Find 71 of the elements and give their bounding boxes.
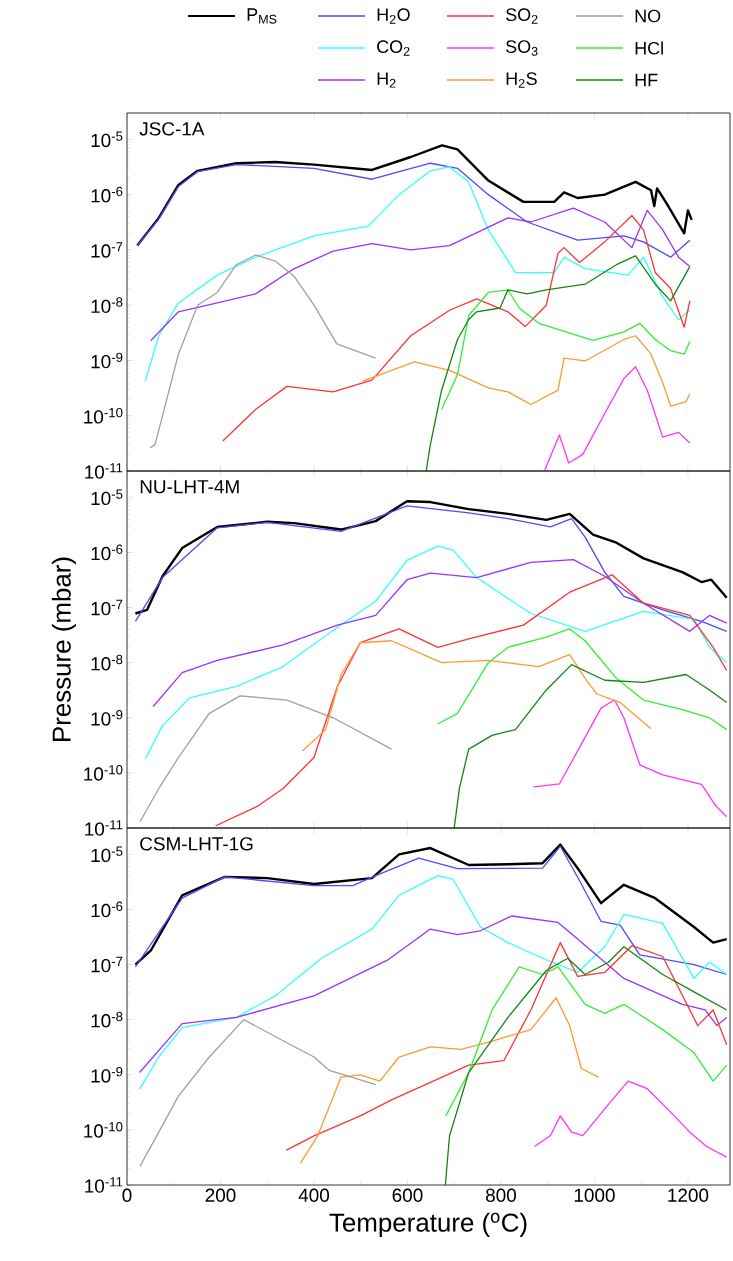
- line-series: [152, 558, 728, 708]
- y-tick-label: 10$^{-5}$: [91, 489, 123, 506]
- line-series: [138, 875, 728, 1090]
- legend-label: H$_{2}$O: [377, 8, 410, 24]
- line-series: [440, 289, 691, 411]
- x-tick-label: 1200: [668, 1188, 709, 1202]
- line-series: [136, 144, 693, 247]
- y-tick-label: 10$^{-6}$: [91, 544, 123, 561]
- y-tick-label: 10$^{-9}$: [91, 1066, 123, 1083]
- x-tick-label: 200: [205, 1188, 236, 1202]
- line-series: [361, 335, 691, 407]
- y-tick-label: 10$^{-5}$: [91, 846, 123, 863]
- y-tick-label: 10$^{-8}$: [91, 297, 123, 314]
- y-tick-label: 10$^{-6}$: [91, 186, 123, 203]
- line-series: [138, 915, 728, 1074]
- y-tick-label: 10$^{-8}$: [91, 654, 123, 671]
- legend-label: HF: [635, 73, 658, 87]
- x-tick-label: 400: [298, 1188, 330, 1202]
- y-tick-label: 10$^{-6}$: [91, 901, 123, 918]
- line-series: [543, 366, 691, 472]
- y-tick-label: 10$^{-7}$: [91, 599, 123, 616]
- y-tick-label: 10$^{-11}$: [85, 1177, 123, 1193]
- line-series: [215, 574, 728, 827]
- chart-title: JSC-1A: [139, 122, 205, 136]
- line-series: [444, 946, 728, 1186]
- y-tick-label: 10$^{-7}$: [91, 956, 123, 973]
- x-tick-label: 800: [485, 1188, 516, 1202]
- line-series: [222, 214, 691, 442]
- line-series: [150, 207, 691, 342]
- x-tick-label: 1000: [574, 1188, 615, 1202]
- legend-label: H$_{2}$: [377, 72, 396, 88]
- line-series: [533, 1080, 728, 1158]
- legend-label: H$_{2}$S: [506, 72, 537, 88]
- line-series: [144, 545, 728, 760]
- line-series: [139, 695, 393, 823]
- line-series: [285, 941, 728, 1151]
- line-series: [533, 699, 728, 818]
- line-series: [453, 664, 728, 829]
- y-tick-label: 10$^{-7}$: [91, 242, 123, 258]
- line-series: [445, 966, 728, 1117]
- line-series: [437, 628, 728, 731]
- legend-label: SO$_{3}$: [506, 40, 538, 56]
- line-series: [134, 500, 728, 615]
- legend-label: SO$_{2}$: [506, 8, 538, 24]
- line-series: [139, 1019, 377, 1167]
- x-tick-label: 0: [122, 1188, 132, 1202]
- y-tick-label: 10$^{-10}$: [84, 407, 123, 424]
- y-tick-label: 10$^{-10}$: [84, 765, 123, 781]
- line-series: [149, 254, 377, 449]
- legend-label: CO$_{2}$: [377, 40, 410, 56]
- y-tick-label: 10$^{-10}$: [84, 1122, 123, 1138]
- y-tick-label: 10$^{-11}$: [85, 820, 123, 836]
- line-series: [299, 997, 600, 1164]
- y-axis-title: Pressure (mbar): [51, 557, 76, 741]
- y-tick-label: 10$^{-9}$: [91, 709, 123, 726]
- y-tick-label: 10$^{-8}$: [91, 1011, 123, 1028]
- chart-title: NU-LHT-4M: [140, 480, 239, 494]
- y-tick-label: 10$^{-11}$: [85, 463, 123, 479]
- legend-label: P$_{MS}$: [247, 8, 277, 24]
- y-tick-label: 10$^{-9}$: [91, 352, 123, 369]
- line-series: [134, 505, 728, 632]
- x-axis-title: Temperature ($^{o}$C): [329, 1212, 527, 1237]
- chart-title: CSM-LHT-1G: [140, 837, 253, 851]
- line-series: [301, 640, 652, 752]
- legend-label: NO: [635, 9, 661, 23]
- line-series: [144, 166, 691, 382]
- line-series: [136, 162, 691, 258]
- y-tick-label: 10$^{-5}$: [91, 131, 123, 148]
- legend-label: HCl: [635, 41, 663, 55]
- line-series: [425, 255, 691, 472]
- x-tick-label: 600: [392, 1188, 423, 1202]
